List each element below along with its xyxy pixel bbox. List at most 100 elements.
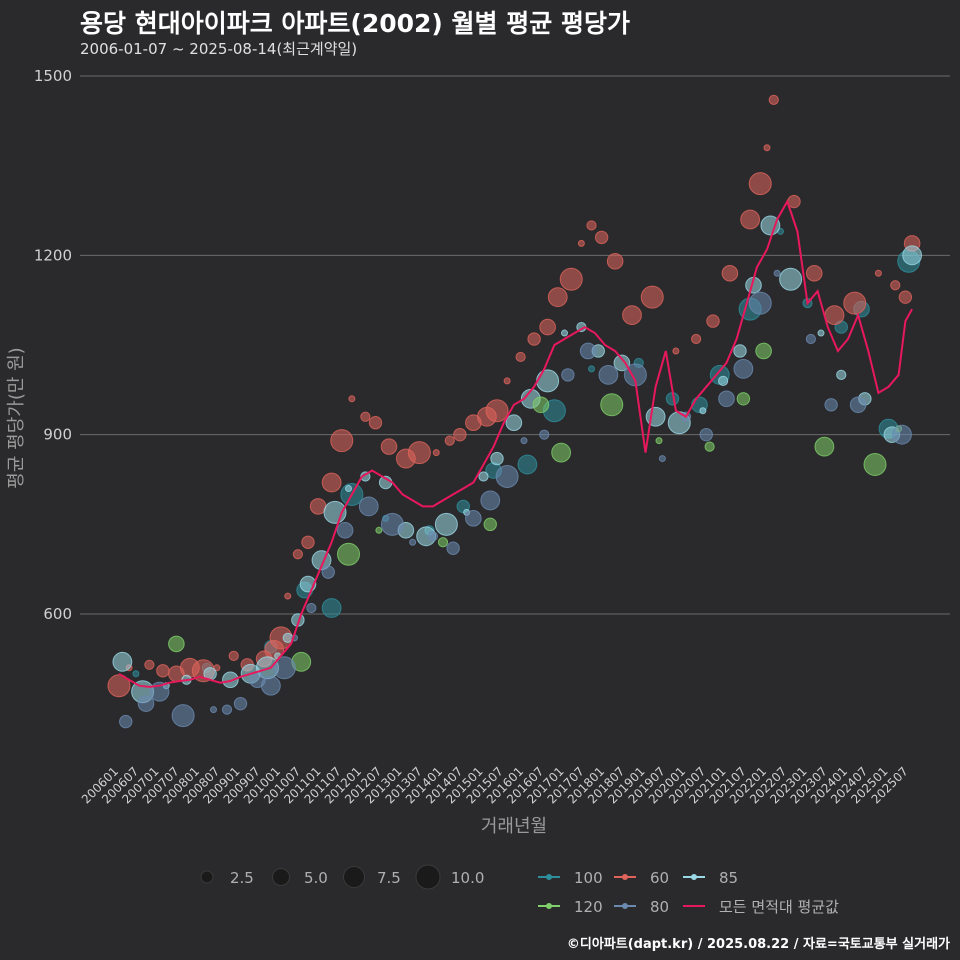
point-80: [658, 455, 666, 463]
y-axis-label: 평균 평당가(만 원): [6, 347, 27, 488]
point-85: [434, 512, 458, 536]
point-120: [337, 542, 360, 566]
y-tick-label: 1500: [34, 67, 72, 85]
size-legend-marker: [200, 870, 214, 884]
point-60: [284, 592, 292, 600]
point-60: [748, 172, 772, 196]
point-120: [814, 436, 835, 457]
point-60: [444, 435, 455, 446]
legend-label: 100: [574, 869, 603, 887]
point-85: [733, 344, 747, 358]
y-axis-ticks: 600 900 1200 1500: [34, 67, 72, 623]
point-80: [495, 465, 519, 489]
point-85: [699, 407, 707, 415]
legend-label: 모든 면적대 평균값: [719, 898, 839, 916]
size-legend-label: 2.5: [230, 869, 254, 887]
legend-marker: [546, 874, 552, 880]
legend-label: 80: [650, 898, 669, 916]
point-120: [736, 392, 751, 406]
point-120: [704, 441, 715, 452]
legend-label: 85: [719, 869, 738, 887]
point-60: [301, 535, 315, 549]
point-85: [561, 329, 568, 337]
legend-marker: [622, 903, 628, 909]
point-120: [551, 442, 572, 463]
point-60: [622, 305, 642, 326]
legend-marker: [691, 874, 697, 880]
point-60: [706, 314, 720, 328]
point-85: [613, 354, 631, 372]
legend-marker: [622, 874, 628, 880]
point-80: [137, 695, 155, 712]
point-60: [586, 220, 597, 231]
point-60: [805, 264, 823, 282]
point-80: [824, 398, 838, 412]
size-legend-label: 10.0: [451, 869, 484, 887]
data-points: [107, 94, 923, 729]
point-60: [156, 664, 170, 678]
point-60: [515, 351, 526, 363]
point-80: [598, 364, 619, 385]
point-60: [890, 280, 901, 291]
point-85: [718, 375, 729, 386]
point-80: [561, 368, 575, 382]
point-60: [672, 347, 680, 355]
point-80: [892, 424, 912, 445]
grid-lines: [80, 75, 950, 615]
point-60: [407, 441, 431, 465]
point-100: [517, 454, 538, 475]
size-legend: 2.5 5.0 7.5 10.0: [200, 864, 484, 890]
point-80: [805, 333, 816, 345]
point-80: [465, 510, 482, 527]
color-legend: 100 60 85 120 80 모든 면적대 평균값: [538, 869, 839, 916]
point-60: [539, 318, 556, 336]
y-tick-label: 900: [43, 426, 72, 444]
point-80: [699, 427, 713, 442]
point-80: [210, 706, 217, 714]
point-120: [600, 393, 624, 417]
point-120: [532, 396, 550, 414]
point-80: [427, 531, 438, 542]
point-60: [640, 285, 664, 309]
point-120: [437, 537, 449, 548]
point-60: [453, 427, 467, 442]
point-80: [321, 565, 335, 579]
point-60: [144, 659, 155, 670]
y-tick-label: 600: [43, 605, 72, 623]
point-80: [773, 269, 781, 277]
point-100: [588, 365, 595, 373]
point-80: [480, 490, 501, 511]
average-line-layer: [118, 199, 913, 688]
point-120: [483, 517, 497, 532]
point-60: [843, 291, 867, 315]
point-60: [527, 332, 541, 346]
point-80: [119, 714, 133, 729]
point-80: [233, 696, 248, 711]
point-85: [490, 451, 504, 466]
point-60: [503, 377, 511, 385]
point-60: [594, 230, 609, 245]
point-60: [559, 267, 583, 291]
point-60: [368, 416, 383, 430]
point-85: [478, 471, 489, 482]
point-60: [763, 144, 771, 152]
point-80: [260, 675, 281, 696]
point-60: [874, 269, 882, 277]
point-60: [432, 449, 440, 457]
point-60: [577, 239, 585, 247]
point-85: [817, 329, 825, 337]
point-60: [380, 438, 398, 455]
point-60: [485, 399, 509, 423]
x-axis-label: 거래년월: [481, 816, 547, 837]
point-60: [348, 395, 356, 403]
point-60: [721, 264, 739, 282]
point-80: [380, 512, 404, 536]
point-100: [132, 670, 140, 678]
legend-label: 120: [574, 898, 603, 916]
point-85: [345, 484, 352, 492]
chart-title: 용당 현대아이파크 아파트(2002) 월별 평균 평당가: [80, 9, 630, 38]
point-60: [768, 94, 779, 106]
point-80: [306, 602, 317, 614]
point-80: [733, 359, 754, 379]
legend-label: 60: [650, 869, 669, 887]
